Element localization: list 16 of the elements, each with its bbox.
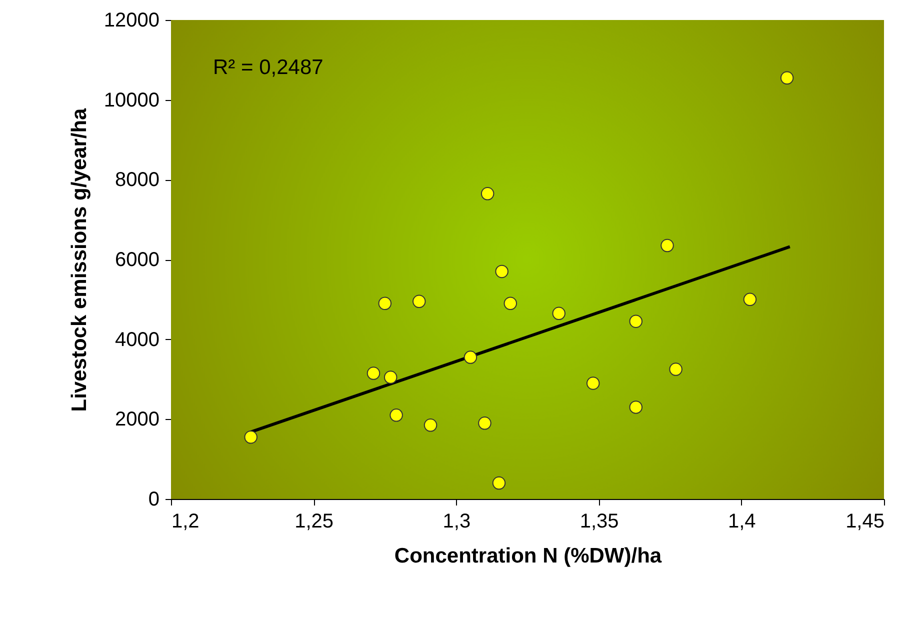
y-tick-label: 6000 (115, 249, 160, 271)
y-tick-label: 8000 (115, 169, 160, 192)
annotation: R² = 0,2487 (213, 56, 324, 79)
x-tick-label: 1,3 (442, 510, 471, 532)
y-axis-title: Livestock emissions g/year/ha (68, 108, 91, 412)
x-tick-label: 1,25 (294, 510, 334, 532)
x-axis-title: Concentration N (%DW)/ha (394, 544, 662, 568)
y-tick-label: 12000 (104, 10, 160, 32)
x-tick-label: 1,2 (172, 510, 200, 532)
y-tick-label: 4000 (115, 328, 160, 351)
x-tick-label: 1,45 (846, 510, 884, 532)
y-tick-label: 0 (148, 488, 160, 510)
x-tick-label: 1,4 (728, 510, 756, 532)
x-tick-label: 1,35 (580, 510, 619, 532)
y-tick-label: 2000 (115, 408, 160, 431)
y-tick-label: 10000 (104, 89, 160, 112)
